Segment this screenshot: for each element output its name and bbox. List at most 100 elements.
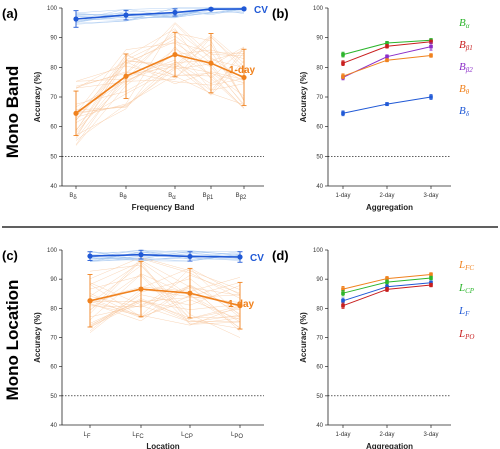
data-point [208, 60, 214, 66]
data-point [172, 51, 178, 58]
data-point [341, 74, 345, 79]
y-tick-label: 80 [316, 306, 323, 312]
individual-trace [89, 284, 241, 320]
individual-trace [89, 251, 241, 262]
panel-label-a: (a) [2, 6, 18, 21]
individual-trace [75, 61, 245, 89]
y-tick-label: 80 [316, 65, 323, 71]
data-point [341, 287, 345, 291]
data-point [429, 283, 433, 287]
data-point [341, 52, 345, 57]
y-tick-label: 40 [316, 423, 323, 429]
y-axis-title: Accuracy (%) [299, 71, 308, 122]
data-point [341, 298, 345, 303]
y-tick-label: 50 [50, 154, 57, 160]
data-point [429, 272, 433, 277]
individual-trace [75, 46, 245, 136]
y-tick-label: 80 [50, 306, 57, 312]
y-tick-label: 60 [316, 125, 323, 131]
x-tick-label: LPO [231, 432, 243, 440]
data-point [237, 254, 243, 260]
individual-trace [75, 71, 245, 88]
panel-label-c: (c) [2, 248, 18, 263]
data-point [341, 111, 345, 116]
y-axis-title: Accuracy (%) [299, 312, 308, 363]
y-tick-label: 100 [47, 6, 58, 12]
individual-traces-layer [75, 7, 245, 338]
y-tick-label: 90 [50, 277, 57, 283]
data-point [123, 73, 129, 79]
individual-trace [89, 294, 241, 328]
x-tick-label: Bβ1 [203, 193, 214, 201]
y-tick-label: 100 [313, 6, 324, 12]
y-tick-label: 50 [50, 394, 57, 400]
x-tick-label: 3-day [423, 193, 438, 199]
x-tick-label: 2-day [379, 432, 394, 438]
x-tick-label: 3-day [423, 432, 438, 438]
individual-trace [89, 251, 241, 262]
data-point [385, 280, 389, 284]
data-point [187, 253, 193, 260]
x-axis-title: Location [146, 442, 179, 449]
data-point [385, 284, 389, 289]
individual-trace [89, 285, 241, 327]
series-label-one-day: 1-day [228, 299, 255, 310]
y-tick-label: 90 [50, 36, 57, 42]
panel-d: (d) 40 50 60 70 80 90 100 Accuracy (%) Aggregatio… [272, 248, 475, 449]
legend-entry-Bδ: Bδ [459, 105, 470, 118]
data-point [429, 44, 433, 49]
data-point [237, 303, 243, 309]
legend-entry-Bθ: Bθ [459, 83, 470, 96]
data-point [208, 6, 214, 12]
data-point [138, 252, 144, 258]
legend-entry-Bβ2: Bβ2 [459, 61, 473, 74]
data-point [429, 53, 433, 58]
series-label-one-day: 1-day [229, 65, 256, 76]
data-point [172, 9, 178, 16]
series-label-cv: CV [254, 5, 268, 16]
y-axis-title: Accuracy (%) [33, 71, 42, 122]
x-tick-label: LFC [132, 432, 144, 440]
individual-trace [89, 274, 241, 321]
y-tick-label: 80 [50, 65, 57, 71]
individual-trace [89, 257, 241, 290]
y-tick-label: 100 [47, 248, 58, 254]
data-point [73, 110, 79, 116]
panel-a: (a) 40 50 60 70 80 90 100 Accuracy (%) Frequency … [2, 5, 268, 212]
individual-trace [75, 22, 245, 87]
x-axis-title: Frequency Band [132, 203, 195, 212]
data-point [385, 41, 389, 45]
data-point [429, 40, 433, 44]
y-axis-title: Accuracy (%) [33, 312, 42, 363]
legend-entry-Bα: Bα [459, 17, 470, 30]
x-tick-label: Bβ2 [236, 193, 247, 201]
data-point [138, 286, 144, 292]
chart-layer: Mono Band Mono Location (a) 40 50 60 70 80 90 100… [2, 5, 498, 449]
series-line-CV [89, 253, 241, 258]
y-tick-label: 100 [313, 248, 324, 254]
panel-b: (b) 40 50 60 70 80 90 100 Accuracy (%) Aggregatio… [272, 6, 473, 212]
data-point [241, 74, 247, 81]
panel-label-d: (d) [272, 248, 289, 263]
individual-trace [75, 7, 244, 14]
x-tick-label: Bα [168, 193, 176, 201]
individual-trace [89, 287, 241, 308]
panel-label-b: (b) [272, 6, 289, 21]
data-point [241, 6, 247, 12]
individual-trace [89, 278, 241, 333]
y-tick-label: 60 [50, 365, 57, 371]
legend-entry-LF: LF [458, 305, 470, 318]
data-point [87, 253, 93, 259]
x-tick-label: Bδ [69, 193, 77, 201]
individual-trace [89, 261, 241, 297]
y-tick-label: 40 [50, 184, 57, 190]
individual-trace [75, 36, 245, 112]
legend-entry-LCP: LCP [458, 282, 475, 295]
y-tick-label: 90 [316, 36, 323, 42]
row-title-mono-band: Mono Band [3, 66, 22, 159]
y-tick-label: 90 [316, 277, 323, 283]
data-point [87, 298, 93, 304]
data-point [429, 95, 433, 99]
